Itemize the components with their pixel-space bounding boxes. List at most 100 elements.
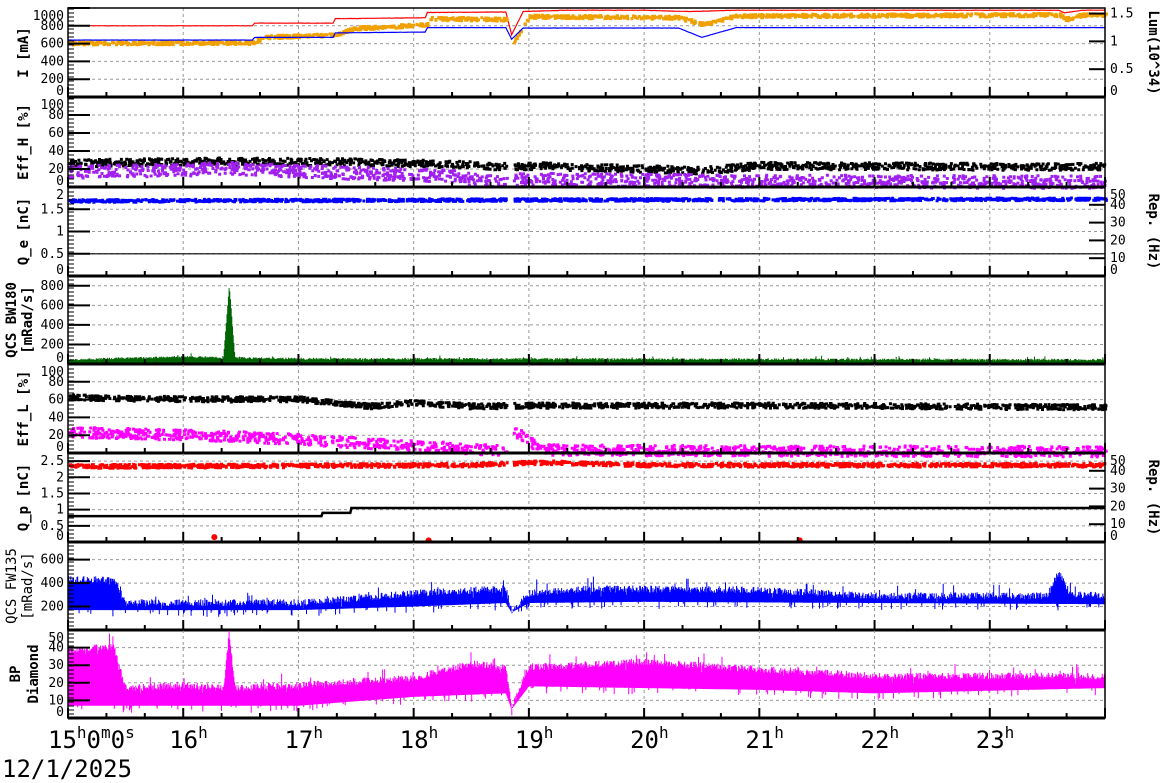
- series-points: [68, 156, 1107, 176]
- y2-tick-label: 1: [1110, 34, 1118, 49]
- y2-tick-label: 40: [1110, 198, 1126, 213]
- y-tick-label: 60: [48, 126, 64, 141]
- y-tick-label: 0.5: [41, 519, 64, 534]
- series-1-1: [67, 9, 1105, 37]
- y-axis-label: QCS FW135[mRad/s]: [4, 548, 36, 624]
- y-tick-label: 2: [56, 470, 64, 485]
- y-tick-label: 20: [48, 428, 64, 443]
- y-tick-label: 200: [41, 600, 64, 615]
- y-axis-label: I [mA]: [16, 27, 32, 78]
- series-band: [67, 630, 1106, 716]
- y2-tick-label: 20: [1110, 233, 1126, 248]
- y2-tick-label: 0: [1110, 84, 1118, 99]
- series-7-1: [67, 572, 1106, 617]
- series-5-1: [68, 393, 1108, 412]
- date-label: 12/1/2025: [2, 755, 133, 783]
- y-tick-label: 1: [56, 503, 64, 518]
- series-points: [69, 459, 1107, 470]
- series-2-2: [68, 161, 1107, 190]
- y-tick-label: 10: [48, 693, 64, 708]
- y-tick-label: 0: [56, 84, 64, 99]
- y-tick-label: 2: [56, 188, 64, 203]
- series-6-1: [69, 459, 1107, 470]
- x-tick-label: 19h: [515, 723, 554, 754]
- y-tick-label: 60: [48, 393, 64, 408]
- y2-tick-label: 1.5: [1110, 7, 1133, 22]
- y-tick-label: 0.5: [41, 247, 64, 262]
- y2-tick-label: 0: [1110, 263, 1118, 278]
- x-tick-label: 21h: [745, 723, 784, 754]
- y2-tick-label: 20: [1110, 499, 1126, 514]
- y-tick-label: 30: [48, 658, 64, 673]
- series-points: [68, 161, 1107, 190]
- y-axis-label: BP Diamond: [8, 644, 42, 703]
- outlier-point: [211, 534, 218, 541]
- series-3-1: [68, 196, 1108, 204]
- y-tick-label: 0: [56, 263, 64, 278]
- series-5-2: [68, 426, 1108, 459]
- y-tick-label: 600: [41, 37, 64, 52]
- series-band: [67, 572, 1106, 617]
- y-tick-label: 20: [48, 676, 64, 691]
- x-tick-label: 17h: [284, 723, 323, 754]
- y2-tick-label: 30: [1110, 216, 1126, 231]
- y-tick-label: 0: [56, 529, 64, 544]
- series-8-1: [67, 630, 1106, 716]
- y2-tick-label: 40: [1110, 464, 1126, 479]
- series-4-1: [67, 288, 1106, 364]
- y-tick-label: 800: [41, 279, 64, 294]
- x-tick-label: 16h: [169, 723, 208, 754]
- y-axis-label: Eff_L [%]: [16, 371, 32, 447]
- y-tick-label: 0: [56, 440, 64, 455]
- x-tick-label: 15h0m0s: [48, 723, 135, 754]
- y-axis-label: Eff_H [%]: [16, 104, 32, 180]
- series-1-3: [68, 26, 1105, 41]
- y2-tick-label: 10: [1110, 251, 1126, 266]
- y-tick-label: 0: [56, 174, 64, 189]
- y2-tick-label: 50: [1110, 454, 1126, 469]
- y-tick-label: 1.5: [41, 202, 64, 217]
- y2-axis-label: Rep. (Hz): [1145, 194, 1161, 270]
- x-tick-label: 22h: [861, 723, 900, 754]
- y-tick-label: 200: [41, 337, 64, 352]
- series-line: [68, 506, 1105, 518]
- panel-frame: [67, 7, 1106, 98]
- x-tick-label: 23h: [976, 723, 1015, 754]
- y-tick-label: 80: [48, 375, 64, 390]
- y-tick-label: 40: [48, 410, 64, 425]
- y-tick-label: 1000: [33, 9, 64, 24]
- y-tick-label: 2.5: [41, 454, 64, 469]
- series-points: [68, 196, 1108, 204]
- series-1-2: [68, 12, 1108, 47]
- y2-tick-label: 0.5: [1110, 62, 1133, 77]
- series-2-1: [68, 156, 1107, 176]
- y2-axis-label: Rep. (Hz): [1145, 460, 1161, 536]
- y-tick-label: 50: [48, 631, 64, 646]
- series-band: [67, 288, 1106, 364]
- panel-frame: [67, 275, 1106, 365]
- y-tick-label: 400: [41, 54, 64, 69]
- series-points: [68, 12, 1108, 47]
- y-tick-label: 40: [48, 641, 64, 656]
- y-tick-label: 600: [41, 553, 64, 568]
- y-tick-label: 40: [48, 144, 64, 159]
- y-tick-label: 200: [41, 72, 64, 87]
- y2-tick-label: 10: [1110, 517, 1126, 532]
- y-tick-label: 600: [41, 298, 64, 313]
- series-line: [68, 26, 1105, 41]
- x-tick-label: 20h: [630, 723, 669, 754]
- y-tick-label: 0: [56, 705, 64, 720]
- y-tick-label: 400: [41, 576, 64, 591]
- y2-tick-label: 30: [1110, 482, 1126, 497]
- y2-axis-label: Lum(10^34): [1145, 10, 1161, 94]
- y-tick-label: 100: [41, 98, 64, 113]
- y-tick-label: 1.5: [41, 486, 64, 501]
